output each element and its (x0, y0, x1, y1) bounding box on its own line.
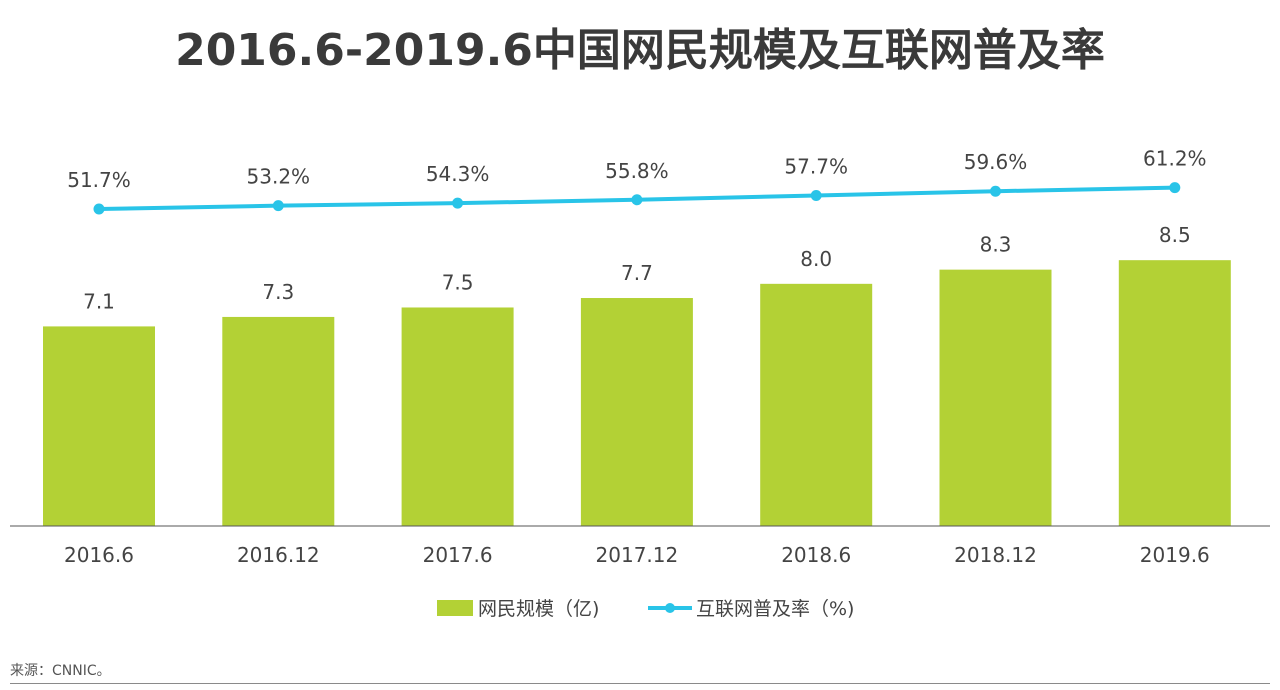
line-point (452, 197, 464, 209)
line-value-label: 54.3% (426, 162, 490, 186)
legend-label-line: 互联网普及率（%) (696, 598, 854, 620)
line-series (93, 182, 1181, 215)
line-point (93, 203, 105, 215)
bar-value-label: 8.3 (980, 233, 1012, 257)
bar (401, 307, 514, 526)
line-value-label: 61.2% (1143, 147, 1207, 171)
x-tick-label: 2017.12 (596, 543, 679, 567)
bar (939, 269, 1052, 526)
line-point (810, 190, 822, 201)
x-tick-label: 2018.6 (781, 543, 851, 567)
line-point (990, 185, 1001, 197)
line-value-label: 51.7% (67, 168, 131, 192)
line-value-label: 59.6% (964, 150, 1028, 174)
bar (760, 283, 873, 526)
line-value-label: 55.8% (605, 159, 669, 183)
x-tick-label: 2019.6 (1140, 543, 1210, 567)
legend-label-bar: 网民规模（亿) (478, 598, 599, 620)
line-value-label: 57.7% (784, 155, 848, 179)
legend: 网民规模（亿) 互联网普及率（%) (437, 598, 854, 620)
source-note: 来源：CNNIC。 (10, 663, 111, 679)
x-tick-labels: 2016.6 2016.12 2017.6 2017.12 2018.6 2018.12 2… (64, 543, 1210, 567)
bar (43, 326, 155, 526)
legend-swatch-marker (665, 603, 675, 613)
x-tick-label: 2016.6 (64, 543, 134, 567)
legend-swatch-bar (437, 600, 473, 616)
x-tick-label: 2016.12 (237, 543, 320, 567)
bar (580, 298, 693, 526)
bar-value-label: 7.5 (442, 270, 474, 294)
bar-labels: 7.1 7.3 7.5 7.7 8.0 8.3 8.5 (83, 223, 1191, 313)
bar (222, 316, 335, 526)
bar-value-label: 7.7 (621, 261, 653, 285)
line-value-label: 53.2% (247, 165, 311, 189)
bar-value-label: 8.0 (800, 247, 832, 271)
line-point (631, 194, 643, 206)
x-tick-label: 2017.6 (423, 543, 493, 567)
line-point (1169, 182, 1181, 194)
line-labels: 51.7% 53.2% 54.3% 55.8% 57.7% 59.6% 61.2% (67, 147, 1206, 192)
x-tick-label: 2018.12 (954, 543, 1037, 567)
bar (1118, 260, 1231, 526)
bar-value-label: 8.5 (1159, 223, 1191, 247)
bar-value-label: 7.1 (83, 289, 115, 313)
bar-value-label: 7.3 (262, 280, 294, 304)
bar-series (43, 260, 1231, 526)
chart-title: 2016.6-2019.6中国网民规模及互联网普及率 (175, 25, 1105, 76)
bottom-divider (10, 683, 1270, 684)
line-point (272, 200, 284, 212)
